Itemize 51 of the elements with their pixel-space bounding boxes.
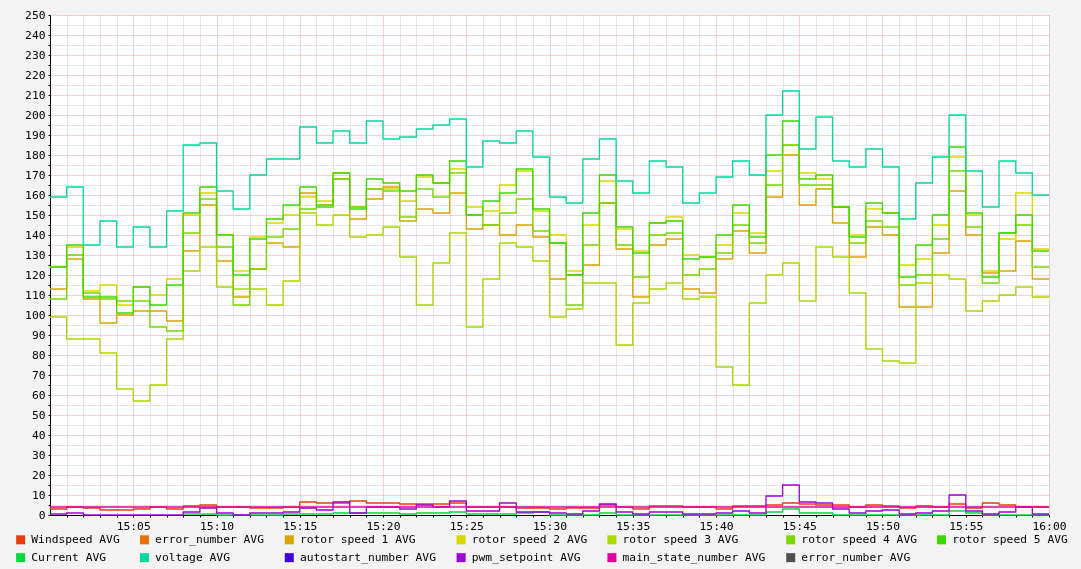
- y-tick-label: 230: [25, 48, 46, 62]
- y-tick-label: 30: [31, 448, 46, 462]
- y-tick-label: 50: [31, 408, 46, 422]
- y-tick-label: 200: [25, 108, 46, 122]
- y-tick-label: 170: [25, 168, 46, 182]
- y-tick-label: 20: [31, 468, 46, 482]
- legend-label: pwm_setpoint AVG: [471, 550, 581, 564]
- x-tick-label: 15:55: [949, 519, 984, 533]
- y-tick-label: 130: [25, 248, 46, 262]
- y-tick-label: 120: [25, 268, 46, 282]
- y-tick-label: 180: [25, 148, 46, 162]
- legend-label: rotor speed 2 AVG: [471, 532, 588, 546]
- legend-label: voltage AVG: [155, 550, 231, 564]
- legend-label: error_number AVG: [801, 550, 911, 564]
- x-tick-label: 15:50: [865, 519, 901, 533]
- y-tick-label: 90: [31, 328, 46, 342]
- y-tick-label: 110: [25, 288, 46, 302]
- legend-label: error_number AVG: [155, 532, 265, 546]
- y-tick-label: 210: [25, 88, 46, 102]
- legend-label: Windspeed AVG: [31, 532, 120, 546]
- legend-label: rotor speed 1 AVG: [299, 532, 416, 546]
- y-tick-label: 80: [31, 348, 46, 362]
- x-tick-label: 15:25: [449, 519, 484, 533]
- y-tick-label: 40: [31, 428, 46, 442]
- legend-label: rotor speed 5 AVG: [952, 532, 1069, 546]
- legend-label: Current AVG: [31, 550, 107, 564]
- x-tick-label: 16:00: [1032, 519, 1067, 533]
- legend-label: main_state_number AVG: [622, 550, 766, 564]
- y-tick-label: 250: [25, 8, 46, 22]
- x-tick-label: 15:20: [366, 519, 401, 533]
- y-tick-label: 190: [25, 128, 46, 142]
- y-tick-label: 60: [31, 388, 46, 402]
- y-tick-label: 10: [31, 488, 46, 502]
- x-tick-label: 15:05: [116, 519, 151, 533]
- legend-label: rotor speed 4 AVG: [801, 532, 918, 546]
- y-tick-label: 0: [38, 508, 46, 522]
- y-tick-label: 140: [25, 228, 46, 242]
- x-tick-label: 15:40: [699, 519, 734, 533]
- x-tick-label: 15:15: [283, 519, 318, 533]
- x-tick-label: 15:30: [532, 519, 568, 533]
- x-tick-label: 15:10: [200, 519, 235, 533]
- y-tick-label: 70: [31, 368, 46, 382]
- legend-label: rotor speed 3 AVG: [622, 532, 739, 546]
- x-tick-label: 15:35: [616, 519, 651, 533]
- y-tick-label: 100: [25, 308, 46, 322]
- y-tick-label: 150: [25, 208, 46, 222]
- y-tick-label: 240: [25, 28, 46, 42]
- y-tick-label: 220: [25, 68, 46, 82]
- legend-label: autostart_number AVG: [299, 550, 437, 564]
- y-tick-label: 160: [25, 188, 46, 202]
- x-tick-label: 15:45: [782, 519, 817, 533]
